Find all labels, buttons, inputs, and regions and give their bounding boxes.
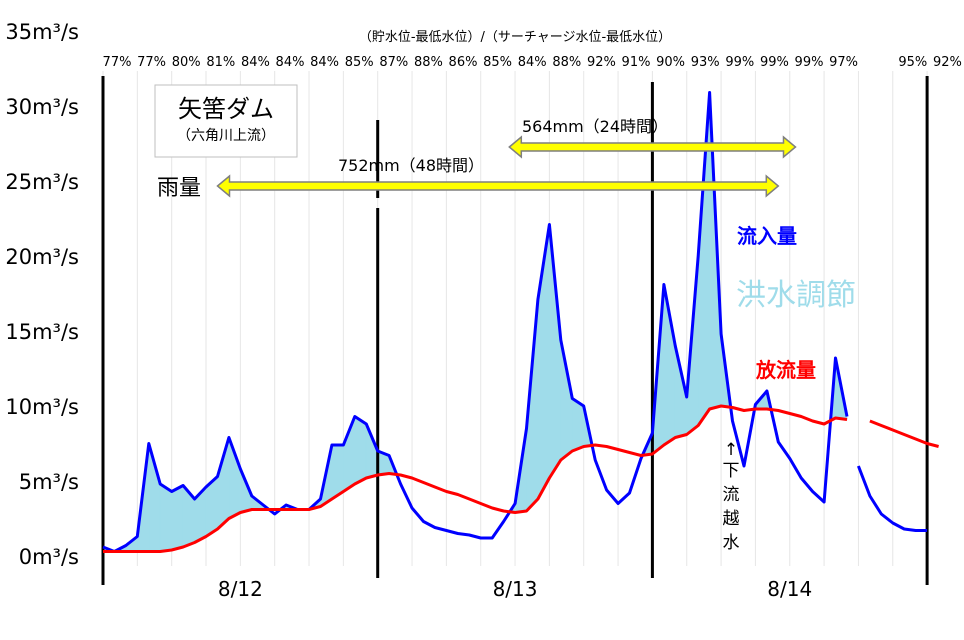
spill-char-2: 下 <box>723 461 740 481</box>
chart-subtitle: （六角川上流） <box>177 128 275 144</box>
day-label: 8/14 <box>767 577 812 601</box>
y-tick-label: 5m³/s <box>19 470 79 494</box>
y-tick-label: 10m³/s <box>5 395 79 419</box>
storage-ratio-labels: 77% 77% 80% 81% 84% 84% 84% 85% 87% 88% 86% 85% 84% 8… <box>103 55 962 70</box>
storage-ratio-label: 86% <box>449 55 478 70</box>
storage-ratio-label: 87% <box>379 55 408 70</box>
storage-ratio-label: 81% <box>206 55 235 70</box>
storage-ratio-label: 92% <box>933 55 962 70</box>
storage-ratio-label: 85% <box>345 55 374 70</box>
spill-char-4: 越 <box>723 509 740 529</box>
storage-ratio-label: 95% <box>898 55 927 70</box>
spill-char-5: 水 <box>723 533 740 553</box>
series-lines <box>102 91 939 553</box>
rain-arrow-label: 752mm（48時間） <box>338 156 484 175</box>
flood-fill-segment <box>354 415 367 485</box>
inflow-line <box>102 91 849 553</box>
inflow-legend-label: 流入量 <box>737 224 797 248</box>
x-axis-day-labels: 8/12 8/13 8/14 <box>218 577 812 601</box>
flood-fill-segment <box>217 437 230 530</box>
title-box: 矢筈ダム （六角川上流） <box>154 84 298 158</box>
storage-ratio-label: 97% <box>829 55 858 70</box>
outflow-legend-label: 放流量 <box>755 358 816 382</box>
storage-ratio-label: 93% <box>691 55 720 70</box>
spill-char-3: 流 <box>723 485 740 505</box>
storage-ratio-label: 92% <box>587 55 616 70</box>
flood-control-label: 洪水調節 <box>736 278 856 313</box>
spill-arrow-char: ↑ <box>724 440 738 460</box>
day-label: 8/12 <box>218 577 263 601</box>
downstream-overflow-label: ↑ 下 流 越 水 <box>723 440 740 553</box>
flood-fill-segment <box>171 485 184 551</box>
outflow-line <box>103 404 848 553</box>
storage-ratio-label: 84% <box>241 55 270 70</box>
storage-ratio-label: 99% <box>795 55 824 70</box>
storage-ratio-label: 85% <box>483 55 512 70</box>
rain-label: 雨量 <box>157 176 201 201</box>
chart-title: 矢筈ダム <box>178 95 274 123</box>
rain-arrow <box>216 174 780 198</box>
y-tick-label: 30m³/s <box>5 95 79 119</box>
inflow-line <box>856 465 928 532</box>
rain-arrow-label: 564mm（24時間） <box>522 117 668 136</box>
storage-ratio-label: 77% <box>137 55 166 70</box>
flood-fill-segment <box>365 423 379 479</box>
y-tick-label: 15m³/s <box>5 320 79 344</box>
y-tick-label: 35m³/s <box>5 20 79 44</box>
flood-fill-segment <box>549 224 562 480</box>
storage-ratio-label: 99% <box>760 55 789 70</box>
flood-fill-segment <box>560 339 573 461</box>
storage-ratio-note: （貯水位-最低水位）/（サーチャージ水位-最低水位） <box>359 30 671 45</box>
storage-ratio-label: 88% <box>414 55 443 70</box>
rain-arrow <box>508 135 797 159</box>
storage-ratio-label: 84% <box>276 55 305 70</box>
flood-fill-segment <box>159 483 172 552</box>
storage-ratio-label: 90% <box>656 55 685 70</box>
rainfall-arrows: 564mm（24時間） 752mm（48時間） <box>216 117 797 198</box>
day-label: 8/13 <box>493 577 538 601</box>
storage-ratio-label: 84% <box>310 55 339 70</box>
storage-ratio-label: 88% <box>552 55 581 70</box>
y-tick-label: 20m³/s <box>5 245 79 269</box>
storage-ratio-label: 91% <box>622 55 651 70</box>
y-tick-label: 25m³/s <box>5 170 79 194</box>
storage-ratio-label: 84% <box>518 55 547 70</box>
y-axis-tick-labels: 0m³/s 5m³/s 10m³/s 15m³/s 20m³/s 25m³/s 30m³/s… <box>5 20 79 569</box>
storage-ratio-label: 80% <box>172 55 201 70</box>
outflow-line <box>869 419 939 448</box>
y-tick-label: 0m³/s <box>19 545 79 569</box>
storage-ratio-label: 77% <box>103 55 132 70</box>
storage-ratio-label: 99% <box>725 55 754 70</box>
